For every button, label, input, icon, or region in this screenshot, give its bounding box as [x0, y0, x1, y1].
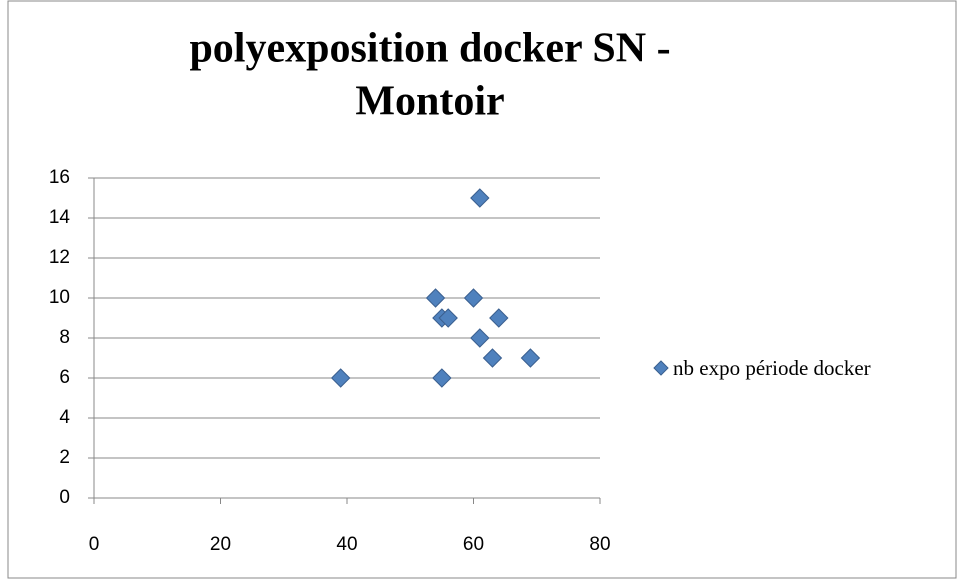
x-tick-label: 80: [589, 534, 610, 555]
y-tick-label: 16: [49, 167, 70, 188]
y-tick-label: 12: [49, 247, 70, 268]
point: [489, 308, 509, 328]
y-tick-label: 8: [59, 327, 70, 348]
point: [425, 288, 446, 308]
legend-marker: [653, 360, 669, 376]
point: [438, 308, 458, 328]
y-tick-label: 4: [59, 407, 70, 428]
x-tick-label: 60: [463, 534, 484, 555]
point: [470, 188, 490, 208]
chart-title: polyexposition docker SN -: [189, 26, 670, 72]
point: [463, 288, 484, 308]
point: [520, 348, 541, 368]
y-tick-label: 0: [59, 487, 70, 508]
chart-title: Montoir: [355, 79, 504, 125]
x-tick-label: 20: [210, 534, 231, 555]
y-tick-label: 6: [59, 367, 70, 388]
y-tick-label: 2: [59, 447, 70, 468]
chart-frame: [7, 0, 957, 579]
y-tick-label: 10: [49, 287, 70, 308]
y-tick-label: 14: [49, 207, 71, 228]
point: [330, 368, 351, 388]
x-tick-label: 0: [89, 534, 100, 555]
x-tick-label: 40: [336, 534, 357, 555]
legend-label: nb expo période docker: [673, 356, 871, 380]
point: [470, 328, 490, 348]
point: [482, 348, 503, 368]
point: [432, 368, 452, 388]
